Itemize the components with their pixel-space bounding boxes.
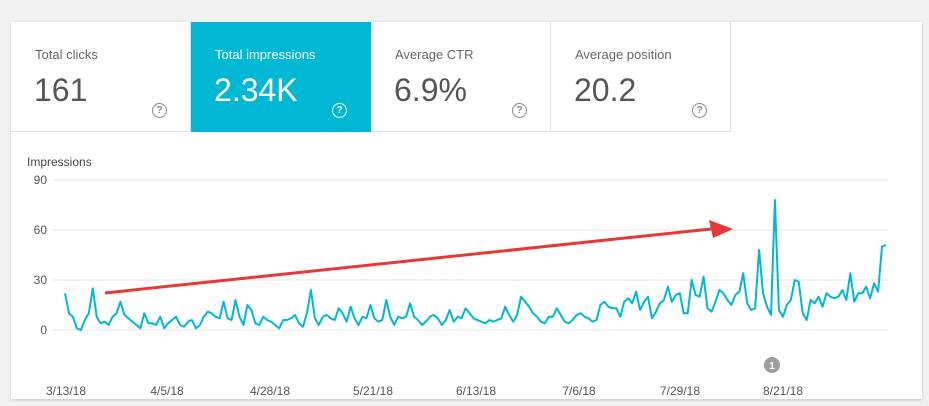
grid-layer: 0 30 60 90 [34, 173, 888, 337]
metric-tabs: Total clicks 161 ? Total impressions 2.3… [11, 22, 731, 132]
metric-value: 161 [34, 72, 88, 108]
x-tick-label: 4/28/18 [250, 384, 290, 398]
y-tick-label: 90 [34, 173, 48, 187]
metric-label: Average position [575, 47, 672, 62]
x-tick-label: 8/21/18 [763, 384, 803, 398]
metric-total-impressions[interactable]: Total impressions 2.34K ? [191, 22, 371, 132]
trend-arrow-shaft [104, 227, 712, 295]
metric-average-position[interactable]: Average position 20.2 ? [551, 22, 731, 132]
metric-label: Total clicks [35, 47, 98, 62]
help-icon[interactable]: ? [692, 103, 707, 118]
impressions-chart: Impressions 0 30 60 90 3/13/18 4/5/18 4/28/18… [11, 132, 922, 399]
y-axis-label: Impressions [27, 155, 92, 169]
annotation-marker-layer: 1 [764, 357, 780, 373]
help-icon[interactable]: ? [512, 103, 527, 118]
metric-value: 2.34K [214, 72, 298, 108]
metric-label: Average CTR [395, 47, 474, 62]
y-tick-label: 0 [40, 323, 47, 337]
metric-total-clicks[interactable]: Total clicks 161 ? [11, 22, 191, 132]
metric-label: Total impressions [215, 47, 316, 62]
y-tick-label: 30 [34, 273, 48, 287]
performance-card: Total clicks 161 ? Total impressions 2.3… [11, 22, 922, 399]
metric-value: 6.9% [394, 72, 467, 108]
x-tick-label: 4/5/18 [150, 384, 184, 398]
impressions-line [64, 199, 887, 331]
x-tick-label: 3/13/18 [46, 384, 86, 398]
metric-value: 20.2 [574, 72, 637, 108]
annotation-marker [764, 357, 780, 373]
annotation-marker-label: 1 [769, 361, 775, 372]
help-icon[interactable]: ? [332, 103, 347, 118]
annotation-arrow-layer [104, 220, 733, 295]
metric-average-ctr[interactable]: Average CTR 6.9% ? [371, 22, 551, 132]
x-tick-label: 6/13/18 [456, 384, 496, 398]
trend-arrow-head [709, 220, 733, 238]
help-icon[interactable]: ? [152, 103, 167, 118]
x-tick-label: 5/21/18 [353, 384, 393, 398]
x-tick-label: 7/6/18 [562, 384, 596, 398]
series-layer [64, 199, 887, 331]
x-tick-label: 7/29/18 [660, 384, 700, 398]
y-tick-label: 60 [34, 223, 48, 237]
x-tick-labels: 3/13/18 4/5/18 4/28/18 5/21/18 6/13/18 7/6/18… [46, 384, 803, 398]
chart-svg: Impressions 0 30 60 90 3/13/18 4/5/18 4/28/18… [27, 155, 888, 398]
